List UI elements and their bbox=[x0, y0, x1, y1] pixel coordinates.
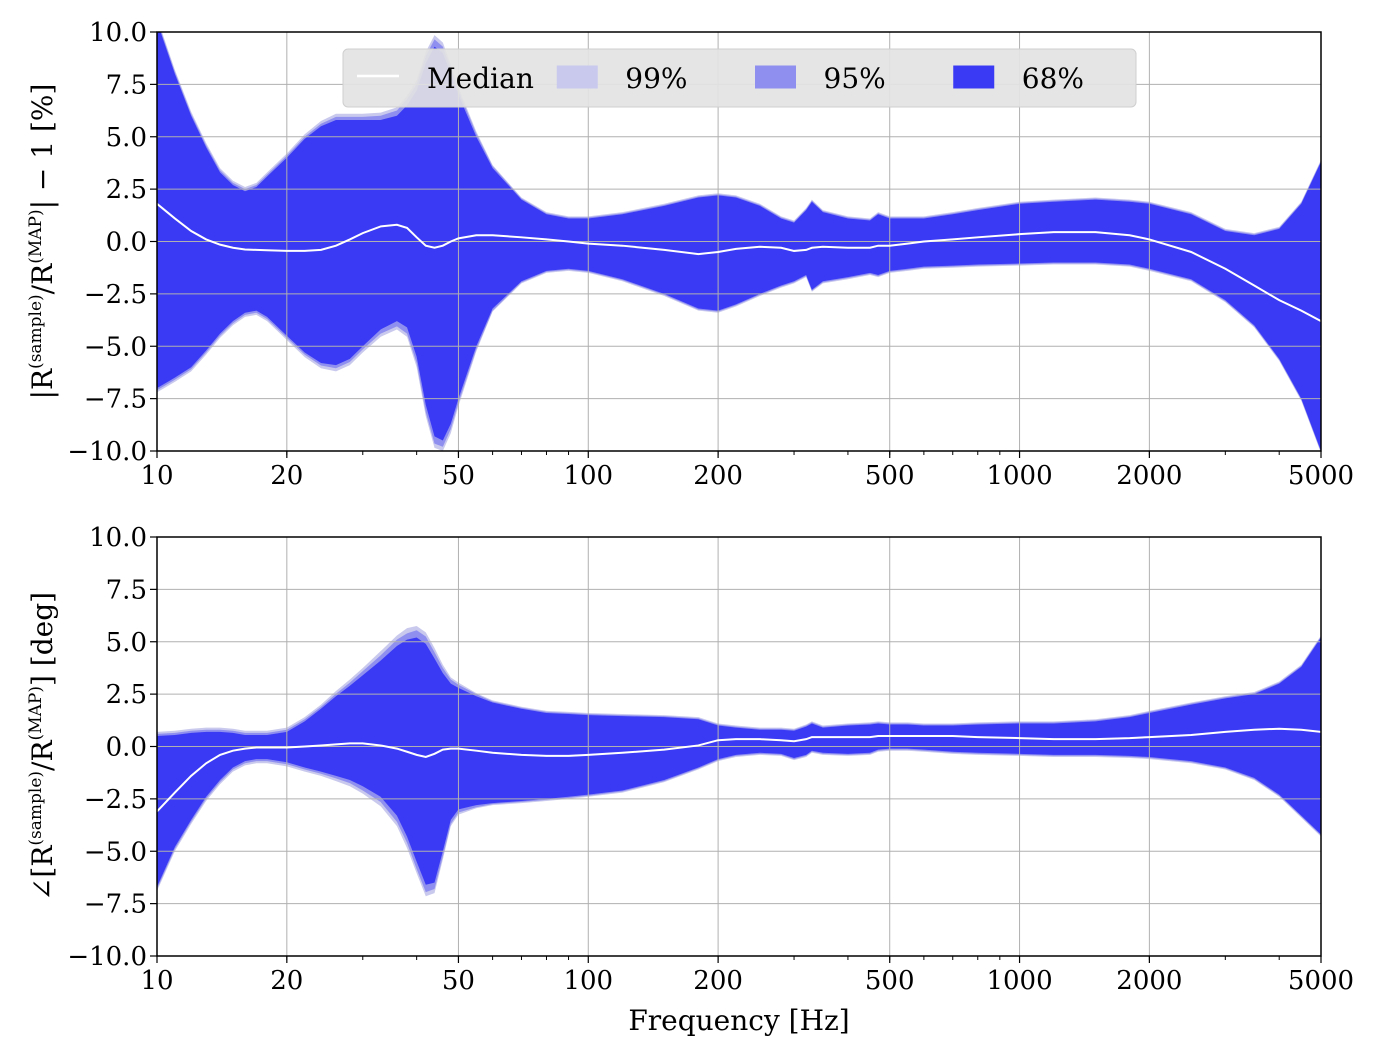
y-tick-label: 0.0 bbox=[106, 228, 147, 258]
y-tick-label: 2.5 bbox=[106, 175, 147, 205]
x-tick-label: 20 bbox=[270, 966, 303, 996]
y-tick-label: 2.5 bbox=[106, 680, 147, 710]
x-tick-label: 50 bbox=[442, 461, 475, 491]
y-tick-label: −2.5 bbox=[84, 785, 147, 815]
y-axis-label: |R(sample)/R(MAP)| − 1 [%] bbox=[26, 84, 59, 400]
median-line bbox=[157, 203, 1321, 322]
x-tick-label: 200 bbox=[693, 966, 743, 996]
magnitude-panel: 10 20 50 100 200 500 1000 2000 5000 −10.0 −7.5 −5.0… bbox=[26, 18, 1354, 491]
phase-panel: 10 20 50 100 200 500 1000 2000 5000 −10.0 −7.5 −5.0… bbox=[26, 523, 1354, 1037]
legend-label: 68% bbox=[1022, 62, 1084, 95]
y-tick-label: 10.0 bbox=[89, 523, 147, 553]
y-axis-label: ∠[R(sample)/R(MAP)] [deg] bbox=[26, 592, 59, 901]
x-tick-label: 500 bbox=[865, 461, 915, 491]
legend: Median 99% 95% 68% bbox=[342, 48, 1137, 108]
x-tick-label: 5000 bbox=[1288, 461, 1354, 491]
median-line bbox=[157, 727, 1321, 813]
y-tick-label: 10.0 bbox=[89, 18, 147, 48]
y-tick-label: 7.5 bbox=[106, 575, 147, 605]
legend-label: 95% bbox=[824, 62, 886, 95]
legend-box bbox=[342, 48, 1137, 108]
x-tick-label: 20 bbox=[270, 461, 303, 491]
x-tick-label: 50 bbox=[442, 966, 475, 996]
x-tick-label: 500 bbox=[865, 966, 915, 996]
legend-swatch-99 bbox=[556, 65, 598, 89]
y-tick-label: −10.0 bbox=[67, 942, 147, 972]
legend-swatch-95 bbox=[755, 65, 796, 89]
x-tick-label: 2000 bbox=[1116, 461, 1182, 491]
x-tick-label: 2000 bbox=[1116, 966, 1182, 996]
y-tick-label: −7.5 bbox=[84, 385, 147, 415]
band-68 bbox=[157, 637, 1321, 887]
x-tick-label: 100 bbox=[563, 966, 613, 996]
legend-label: Median bbox=[427, 62, 534, 95]
x-tick-label: 5000 bbox=[1288, 966, 1354, 996]
x-tick-label: 10 bbox=[140, 966, 173, 996]
y-tick-label: 5.0 bbox=[106, 628, 147, 658]
y-tick-label: −5.0 bbox=[84, 837, 147, 867]
y-tick-label: −2.5 bbox=[84, 280, 147, 310]
legend-label: 99% bbox=[625, 62, 687, 95]
y-tick-label: −7.5 bbox=[84, 890, 147, 920]
x-tick-label: 100 bbox=[563, 461, 613, 491]
x-tick-label: 1000 bbox=[986, 461, 1052, 491]
grid bbox=[157, 537, 1321, 956]
x-tick-label: 1000 bbox=[986, 966, 1052, 996]
legend-swatch-68 bbox=[953, 65, 995, 89]
y-tick-label: −10.0 bbox=[67, 437, 147, 467]
y-tick-label: −5.0 bbox=[84, 332, 147, 362]
y-tick-label: 5.0 bbox=[106, 123, 147, 153]
x-tick-label: 10 bbox=[140, 461, 173, 491]
x-tick-label: 200 bbox=[693, 461, 743, 491]
y-tick-label: 7.5 bbox=[106, 70, 147, 100]
confidence-bands bbox=[157, 626, 1321, 897]
y-tick-label: 0.0 bbox=[106, 733, 147, 763]
x-axis-label: Frequency [Hz] bbox=[628, 1004, 849, 1037]
